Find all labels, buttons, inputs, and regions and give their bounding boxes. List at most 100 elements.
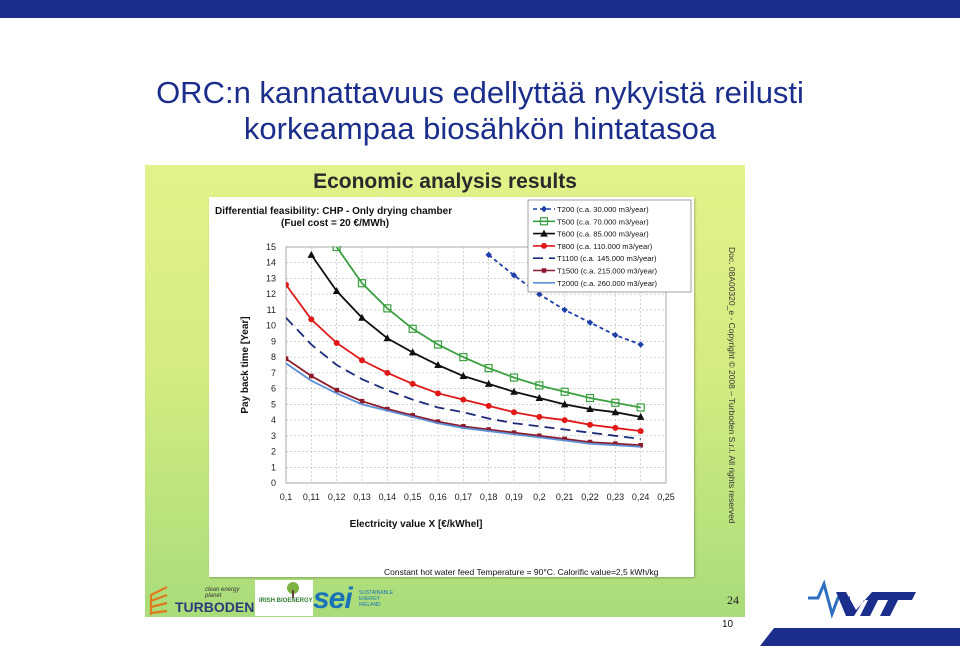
- data-point-circle: [536, 413, 543, 420]
- data-point-circle: [561, 417, 568, 424]
- chart-card: 0 1 2 3 4 5 6 7 8 9 10 11 12 13 14 15 0,1 0,11 0,12 0,13 0,1…: [209, 197, 694, 577]
- top-bar: [0, 0, 960, 18]
- data-point-circle: [612, 424, 619, 431]
- data-point-square: [562, 436, 567, 442]
- irish-bioenergy-text: IRISH BIOENERGY: [259, 598, 313, 604]
- chart-title: Differential feasibility: CHP - Only dry…: [215, 206, 452, 217]
- data-point-square: [383, 304, 392, 313]
- y-tick-label: 6: [271, 384, 276, 394]
- data-point-circle: [435, 390, 441, 397]
- data-point-circle: [359, 357, 365, 364]
- y-tick-label: 13: [266, 273, 276, 283]
- legend-label: T2000 (c.a. 260.000 m3/year): [557, 279, 658, 288]
- data-point-circle: [511, 409, 517, 416]
- data-point-square: [611, 398, 620, 407]
- data-point-diamond: [637, 341, 644, 348]
- legend-label: T800 (c.a. 110.000 m3/year): [557, 242, 653, 251]
- legend-label: T1100 (c.a. 145.000 m3/year): [557, 254, 657, 263]
- data-point-diamond: [612, 331, 619, 339]
- data-point-triangle: [540, 229, 548, 237]
- x-tick-label: 0,17: [455, 492, 473, 502]
- data-point-diamond: [510, 272, 518, 279]
- x-tick-label: 0,2: [533, 492, 546, 502]
- legend-box: [527, 199, 692, 293]
- data-point-square: [385, 406, 390, 412]
- x-tick-label: 0,23: [607, 492, 625, 502]
- data-point-square: [286, 356, 289, 362]
- y-tick-label: 4: [271, 415, 276, 425]
- data-point-triangle: [510, 387, 518, 395]
- source-page-number: 24: [727, 593, 739, 607]
- data-point-circle: [333, 339, 340, 346]
- data-point-triangle: [383, 334, 392, 342]
- data-point-square: [636, 403, 645, 412]
- data-point-triangle: [434, 361, 442, 368]
- data-point-triangle: [611, 408, 620, 416]
- data-point-circle: [587, 421, 593, 428]
- turboden-mark-icon: [149, 586, 168, 615]
- data-point-diamond: [561, 306, 568, 314]
- y-tick-label: 10: [266, 321, 276, 331]
- bottom-corner-shape: [760, 628, 960, 646]
- data-point-circle: [308, 316, 315, 323]
- sei-wordmark: sei: [313, 582, 353, 615]
- chart-legend: T200 (c.a. 30.000 m3/year) T500 (c.a. 70.…: [527, 199, 692, 293]
- data-point-square: [535, 381, 544, 390]
- data-point-circle: [409, 380, 416, 387]
- data-point-circle: [485, 402, 492, 409]
- data-point-square: [357, 279, 367, 288]
- data-point-triangle: [560, 400, 569, 408]
- title-line-1: ORC:n kannattavuus edellyttää nykyistä r…: [156, 75, 804, 110]
- sei-logo: sei SUSTAINABLE ENERGY IRELAND: [313, 582, 401, 616]
- data-point-square: [486, 427, 491, 432]
- plot-border: [285, 246, 667, 484]
- y-tick-label: 12: [266, 289, 276, 299]
- vtt-logo-icon: [808, 579, 916, 619]
- series-4: [286, 281, 644, 435]
- data-point-square: [435, 419, 441, 424]
- slide-title: ORC:n kannattavuus edellyttää nykyistä r…: [0, 75, 960, 147]
- data-point-diamond: [540, 205, 548, 213]
- x-tick-label: 0,12: [328, 492, 346, 502]
- data-point-square: [410, 413, 415, 418]
- x-tick-label: 0,21: [556, 492, 574, 502]
- data-point-square: [585, 393, 595, 403]
- data-point-diamond: [586, 319, 594, 326]
- series-line: [286, 317, 641, 440]
- data-point-circle: [460, 396, 467, 403]
- x-axis-label: Electricity value X [€/kWhel]: [350, 519, 483, 530]
- data-point-triangle: [408, 348, 417, 356]
- series-7: [286, 362, 641, 448]
- series-line: [286, 362, 641, 448]
- y-tick-label: 8: [271, 352, 276, 362]
- data-point-square: [459, 353, 468, 362]
- series-5: [286, 317, 641, 440]
- data-point-square: [638, 442, 643, 448]
- figure-heading: Economic analysis results: [313, 170, 577, 193]
- data-point-square: [587, 439, 593, 445]
- x-tick-label: 0,1: [280, 492, 293, 502]
- data-point-square: [613, 441, 618, 446]
- data-point-square: [539, 217, 549, 226]
- chart-subtitle: (Fuel cost = 20 €/MWh): [281, 218, 389, 229]
- turboden-name: TURBODEN: [175, 599, 255, 615]
- y-tick-label: 9: [271, 336, 276, 346]
- y-axis-label: Pay back time [Year]: [240, 316, 251, 413]
- data-point-circle: [541, 242, 547, 249]
- bioenergy-tree-icon: [287, 582, 299, 598]
- x-tick-label: 0,13: [353, 492, 371, 502]
- x-tick-label: 0,24: [632, 492, 650, 502]
- data-point-circle: [286, 281, 289, 288]
- chart-footnote: Constant hot water feed Temperature = 90…: [384, 567, 659, 577]
- y-tick-label: 0: [271, 478, 276, 488]
- data-point-square: [309, 373, 314, 379]
- turboden-tagline: clean energy planet: [205, 587, 240, 599]
- data-point-square: [541, 268, 547, 273]
- data-point-square: [433, 340, 443, 349]
- data-point-square: [334, 387, 339, 393]
- x-tick-label: 0,16: [429, 492, 447, 502]
- embedded-slide: Economic analysis results 0 1 2 3 4 5 6 7 8 9 10 11…: [145, 165, 745, 617]
- y-tick-label: 3: [271, 431, 276, 441]
- data-point-triangle: [586, 405, 594, 413]
- copyright-text: Doc. 08A00320_e - Copyright © 2008 – Tur…: [727, 247, 737, 524]
